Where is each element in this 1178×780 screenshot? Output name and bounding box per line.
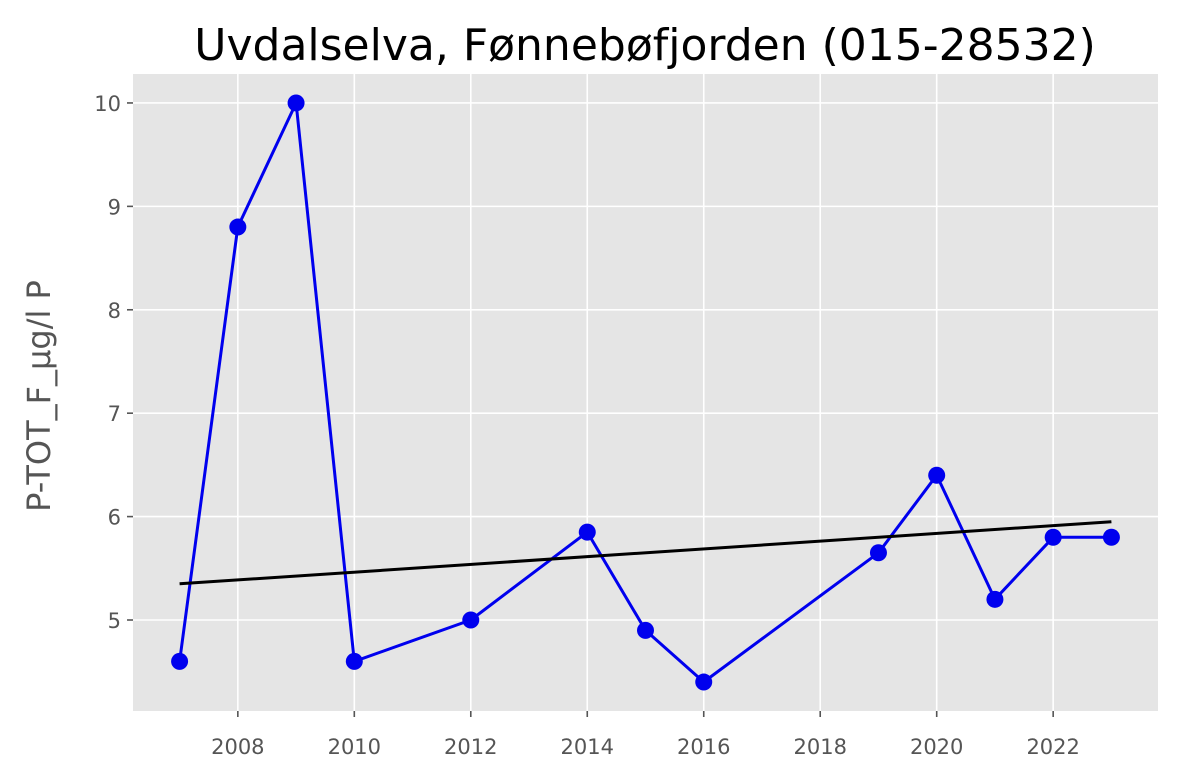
data-point — [1102, 528, 1120, 546]
data-point — [287, 94, 305, 112]
data-point — [1044, 528, 1062, 546]
data-point — [345, 652, 363, 670]
y-tick-label: 6 — [108, 506, 121, 530]
data-point — [986, 590, 1004, 608]
plot-area — [133, 74, 1158, 711]
x-tick-label: 2020 — [910, 735, 963, 759]
data-point — [869, 544, 887, 562]
y-tick-label: 7 — [108, 402, 121, 426]
data-point — [637, 621, 654, 639]
y-tick-label: 5 — [108, 609, 121, 633]
x-tick-label: 2012 — [444, 735, 497, 759]
data-point — [928, 466, 946, 484]
data-point — [171, 652, 189, 670]
y-tick-label: 10 — [94, 92, 121, 116]
trend-line-group — [179, 520, 1112, 586]
x-tick-label: 2014 — [561, 735, 614, 759]
chart-title: Uvdalselva, Fønnebøfjorden (015-28532) — [194, 20, 1095, 71]
x-tick-label: 2022 — [1026, 735, 1079, 759]
data-point — [578, 523, 596, 541]
x-tick-label: 2010 — [328, 735, 381, 759]
y-tick-label: 8 — [108, 299, 121, 323]
x-tick-label: 2008 — [211, 735, 264, 759]
y-axis-label: P-TOT_F_µg/l P — [20, 280, 58, 512]
data-point — [229, 218, 247, 236]
grid-lines — [133, 74, 1158, 711]
x-tick-label: 2016 — [677, 735, 730, 759]
y-tick-label: 9 — [108, 195, 121, 219]
trend-line — [179, 520, 1112, 586]
data-series — [171, 94, 1120, 691]
axis-ticks: 2008 2010 2012 2014 2016 2018 2020 2022 5 6 7 8 9 10 — [94, 92, 1080, 759]
x-tick-label: 2018 — [793, 735, 846, 759]
data-point — [462, 611, 480, 629]
data-point — [695, 673, 713, 691]
